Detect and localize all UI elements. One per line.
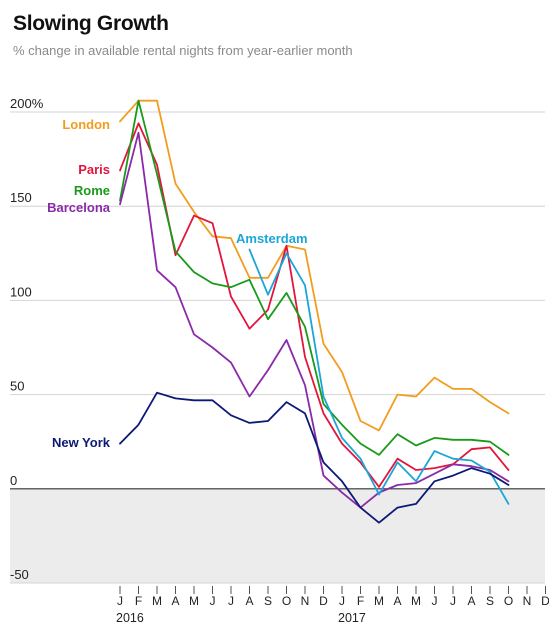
x-tick-label: F <box>357 594 364 608</box>
x-tick-label: S <box>486 594 494 608</box>
y-tick-label-50: 50 <box>10 379 24 394</box>
chart-subtitle: % change in available rental nights from… <box>13 43 353 58</box>
year-label-2016: 2016 <box>116 611 144 625</box>
series-line-new-york <box>119 391 510 524</box>
x-tick-label: N <box>523 594 532 608</box>
year-label-2017: 2017 <box>338 611 366 625</box>
series-label-new-york: New York <box>52 435 111 450</box>
x-tick-label: F <box>135 594 142 608</box>
series-lines <box>119 99 510 524</box>
x-tick-label: M <box>374 594 384 608</box>
grid-lines <box>10 111 545 584</box>
y-tick-label-200: 200% <box>10 96 44 111</box>
x-tick-label: J <box>117 594 123 608</box>
x-tick-label: D <box>319 594 328 608</box>
series-line-amsterdam <box>248 248 510 505</box>
series-line-rome <box>119 99 510 456</box>
y-axis-tick-labels: 200% 150 100 50 0 -50 <box>10 96 44 582</box>
x-tick-label: A <box>245 594 253 608</box>
series-label-barcelona: Barcelona <box>47 200 111 215</box>
x-tick-label: J <box>210 594 216 608</box>
x-tick-label: A <box>393 594 401 608</box>
x-tick-label: J <box>432 594 438 608</box>
chart-title: Slowing Growth <box>13 12 169 35</box>
x-tick-label: S <box>264 594 272 608</box>
series-label-paris: Paris <box>78 162 110 177</box>
y-tick-label-100: 100 <box>10 284 32 299</box>
series-labels: London Paris Rome Barcelona Amsterdam New Yor… <box>47 117 307 450</box>
x-tick-label: O <box>282 594 291 608</box>
series-line-paris <box>119 122 510 488</box>
series-label-amsterdam: Amsterdam <box>236 231 308 246</box>
x-tick-label: J <box>339 594 345 608</box>
x-tick-label: M <box>411 594 421 608</box>
y-tick-label-0: 0 <box>10 473 17 488</box>
series-line-barcelona <box>119 131 510 509</box>
series-label-london: London <box>62 117 110 132</box>
negative-region-shading <box>10 488 545 583</box>
x-tick-label: N <box>301 594 310 608</box>
series-label-rome: Rome <box>74 183 110 198</box>
y-tick-label-150: 150 <box>10 190 32 205</box>
x-tick-label: J <box>228 594 234 608</box>
x-tick-label: M <box>189 594 199 608</box>
x-tick-label: M <box>152 594 162 608</box>
x-tick-label: D <box>541 594 549 608</box>
x-tick-label: A <box>171 594 179 608</box>
x-tick-label: A <box>467 594 475 608</box>
x-tick-label: O <box>504 594 513 608</box>
series-line-london <box>119 99 510 432</box>
y-tick-label--50: -50 <box>10 567 29 582</box>
x-tick-label: J <box>450 594 456 608</box>
